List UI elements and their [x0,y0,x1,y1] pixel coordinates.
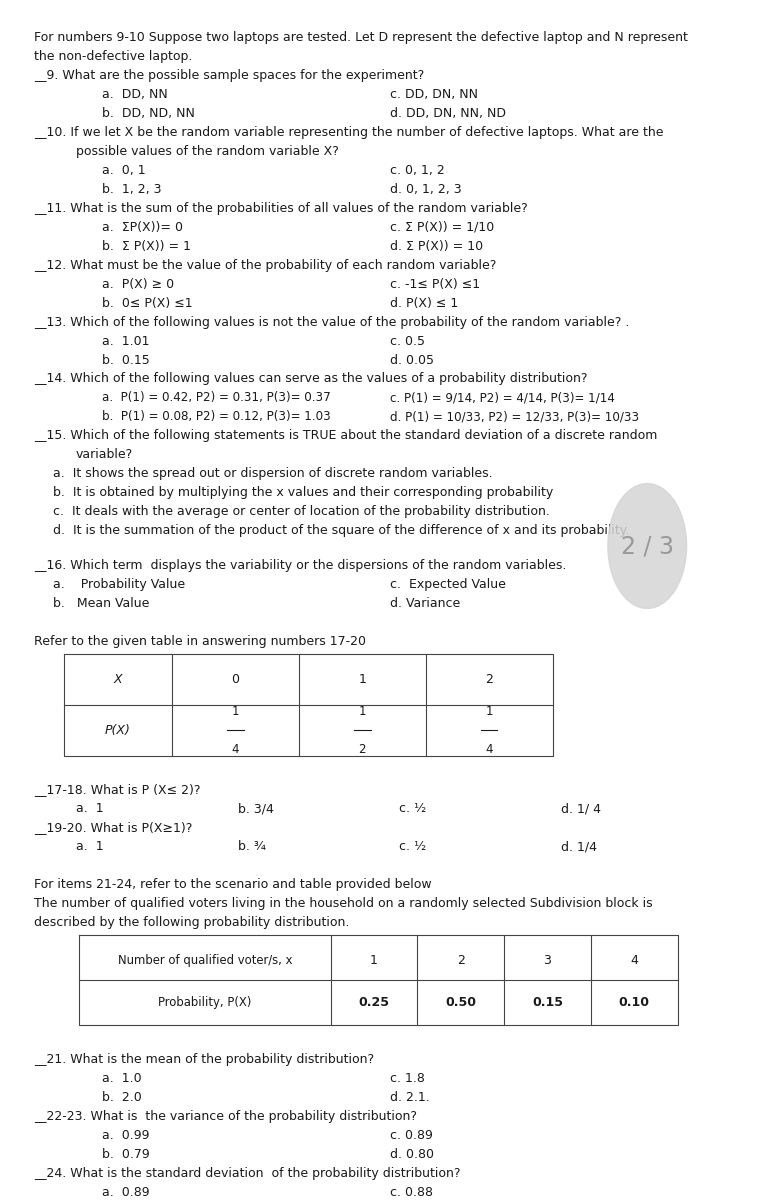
Text: c.  It deals with the average or center of location of the probability distribut: c. It deals with the average or center o… [53,505,550,518]
Text: a.  0.99: a. 0.99 [102,1129,150,1141]
Text: b.  Σ P(X)) = 1: b. Σ P(X)) = 1 [102,240,192,253]
Text: 1: 1 [370,954,378,967]
Text: a.  0.89: a. 0.89 [102,1186,150,1199]
Text: d. 0, 1, 2, 3: d. 0, 1, 2, 3 [390,182,462,196]
Text: __10. If we let X be the random variable representing the number of defective la: __10. If we let X be the random variable… [34,126,664,139]
Text: Number of qualified voter/s, x: Number of qualified voter/s, x [118,954,292,967]
Text: 0: 0 [231,673,239,685]
Text: 0.15: 0.15 [532,996,563,1009]
Text: __19-20. What is P(X≥1)?: __19-20. What is P(X≥1)? [34,821,196,834]
Text: a.  1.0: a. 1.0 [102,1072,142,1085]
Text: d. Variance: d. Variance [390,596,460,610]
Text: b.  DD, ND, NN: b. DD, ND, NN [102,107,195,120]
Text: a.  P(1) = 0.42, P2) = 0.31, P(3)= 0.37: a. P(1) = 0.42, P2) = 0.31, P(3)= 0.37 [102,391,331,404]
Text: __16. Which term  displays the variability or the dispersions of the random vari: __16. Which term displays the variabilit… [34,559,566,571]
Text: __9. What are the possible sample spaces for the experiment?: __9. What are the possible sample spaces… [34,70,425,82]
Text: c. ½: c. ½ [400,803,426,815]
Text: d.  It is the summation of the product of the square of the difference of x and : d. It is the summation of the product of… [53,524,629,538]
Text: X: X [114,673,123,685]
Text: c. -1≤ P(X) ≤1: c. -1≤ P(X) ≤1 [390,277,480,290]
Text: a.  0, 1: a. 0, 1 [102,164,146,176]
Text: __17-18. What is P (X≤ 2)?: __17-18. What is P (X≤ 2)? [34,784,204,797]
Text: c. P(1) = 9/14, P2) = 4/14, P(3)= 1/14: c. P(1) = 9/14, P2) = 4/14, P(3)= 1/14 [390,391,615,404]
Text: 3: 3 [544,954,551,967]
Text: 4: 4 [232,743,239,756]
Text: 0.10: 0.10 [618,996,650,1009]
Text: c. 0.88: c. 0.88 [390,1186,433,1199]
Text: d. Σ P(X)) = 10: d. Σ P(X)) = 10 [390,240,483,253]
Text: __13. Which of the following values is not the value of the probability of the r: __13. Which of the following values is n… [34,316,629,329]
Text: 0.50: 0.50 [445,996,476,1009]
Text: b.  2.0: b. 2.0 [102,1091,142,1104]
Text: __21. What is the mean of the probability distribution?: __21. What is the mean of the probabilit… [34,1052,374,1066]
Text: 1: 1 [485,704,493,718]
Text: __12. What must be the value of the probability of each random variable?: __12. What must be the value of the prob… [34,259,497,271]
Text: Refer to the given table in answering numbers 17-20: Refer to the given table in answering nu… [34,635,366,648]
Text: __22-23. What is  the variance of the probability distribution?: __22-23. What is the variance of the pro… [34,1110,421,1123]
Text: d. P(X) ≤ 1: d. P(X) ≤ 1 [390,296,458,310]
Text: b.  P(1) = 0.08, P2) = 0.12, P(3)= 1.03: b. P(1) = 0.08, P2) = 0.12, P(3)= 1.03 [102,410,331,424]
Text: b.  0≤ P(X) ≤1: b. 0≤ P(X) ≤1 [102,296,193,310]
Text: c. Σ P(X)) = 1/10: c. Σ P(X)) = 1/10 [390,221,494,234]
Text: 1: 1 [358,673,366,685]
Text: 2: 2 [358,743,366,756]
Text: P(X): P(X) [105,724,131,737]
Text: 4: 4 [631,954,638,967]
Text: 1: 1 [232,704,239,718]
Text: c. 0, 1, 2: c. 0, 1, 2 [390,164,444,176]
Text: d. 2.1.: d. 2.1. [390,1091,430,1104]
Text: c. 0.89: c. 0.89 [390,1129,433,1141]
Text: d. 1/4: d. 1/4 [561,840,597,853]
Text: b.  0.79: b. 0.79 [102,1147,150,1160]
Text: c. ½: c. ½ [400,840,426,853]
Text: __14. Which of the following values can serve as the values of a probability dis: __14. Which of the following values can … [34,372,587,385]
Text: d. 0.80: d. 0.80 [390,1147,434,1160]
Text: c. 0.5: c. 0.5 [390,335,425,348]
Text: d. 0.05: d. 0.05 [390,354,434,366]
Text: c. 1.8: c. 1.8 [390,1072,425,1085]
Text: b.  0.15: b. 0.15 [102,354,150,366]
Text: a.  1: a. 1 [76,840,103,853]
Text: b.  It is obtained by multiplying the x values and their corresponding probabili: b. It is obtained by multiplying the x v… [53,486,553,499]
Text: d. P(1) = 10/33, P2) = 12/33, P(3)= 10/33: d. P(1) = 10/33, P2) = 12/33, P(3)= 10/3… [390,410,639,424]
Text: __11. What is the sum of the probabilities of all values of the random variable?: __11. What is the sum of the probabiliti… [34,202,528,215]
Text: 1: 1 [358,704,366,718]
Text: a.    Probability Value: a. Probability Value [53,577,185,590]
Text: a.  DD, NN: a. DD, NN [102,88,168,101]
Text: a.  1.01: a. 1.01 [102,335,150,348]
Text: b.   Mean Value: b. Mean Value [53,596,149,610]
Text: c. DD, DN, NN: c. DD, DN, NN [390,88,478,101]
Text: 2 / 3: 2 / 3 [621,534,674,558]
Text: __15. Which of the following statements is TRUE about the standard deviation of : __15. Which of the following statements … [34,430,657,443]
Text: c.  Expected Value: c. Expected Value [390,577,506,590]
Text: possible values of the random variable X?: possible values of the random variable X… [76,145,338,158]
Text: The number of qualified voters living in the household on a randomly selected Su: The number of qualified voters living in… [34,898,653,911]
Text: a.  1: a. 1 [76,803,103,815]
Text: For numbers 9-10 Suppose two laptops are tested. Let D represent the defective l: For numbers 9-10 Suppose two laptops are… [34,31,688,44]
Text: a.  ΣP(X))= 0: a. ΣP(X))= 0 [102,221,183,234]
Text: the non-defective laptop.: the non-defective laptop. [34,50,192,64]
Text: described by the following probability distribution.: described by the following probability d… [34,917,350,929]
Text: Probability, P(X): Probability, P(X) [158,996,252,1009]
Text: variable?: variable? [76,449,133,461]
Text: 0.25: 0.25 [359,996,390,1009]
Text: 2: 2 [456,954,465,967]
Text: __24. What is the standard deviation  of the probability distribution?: __24. What is the standard deviation of … [34,1166,460,1180]
Text: For items 21-24, refer to the scenario and table provided below: For items 21-24, refer to the scenario a… [34,878,431,892]
Text: a.  P(X) ≥ 0: a. P(X) ≥ 0 [102,277,174,290]
Text: d. DD, DN, NN, ND: d. DD, DN, NN, ND [390,107,506,120]
Text: b. ¾: b. ¾ [238,840,266,853]
Text: b.  1, 2, 3: b. 1, 2, 3 [102,182,162,196]
Text: 4: 4 [485,743,493,756]
Circle shape [608,484,687,608]
Text: 2: 2 [485,673,493,685]
Text: b. 3/4: b. 3/4 [238,803,273,815]
Text: a.  It shows the spread out or dispersion of discrete random variables.: a. It shows the spread out or dispersion… [53,467,493,480]
Text: d. 1/ 4: d. 1/ 4 [561,803,601,815]
